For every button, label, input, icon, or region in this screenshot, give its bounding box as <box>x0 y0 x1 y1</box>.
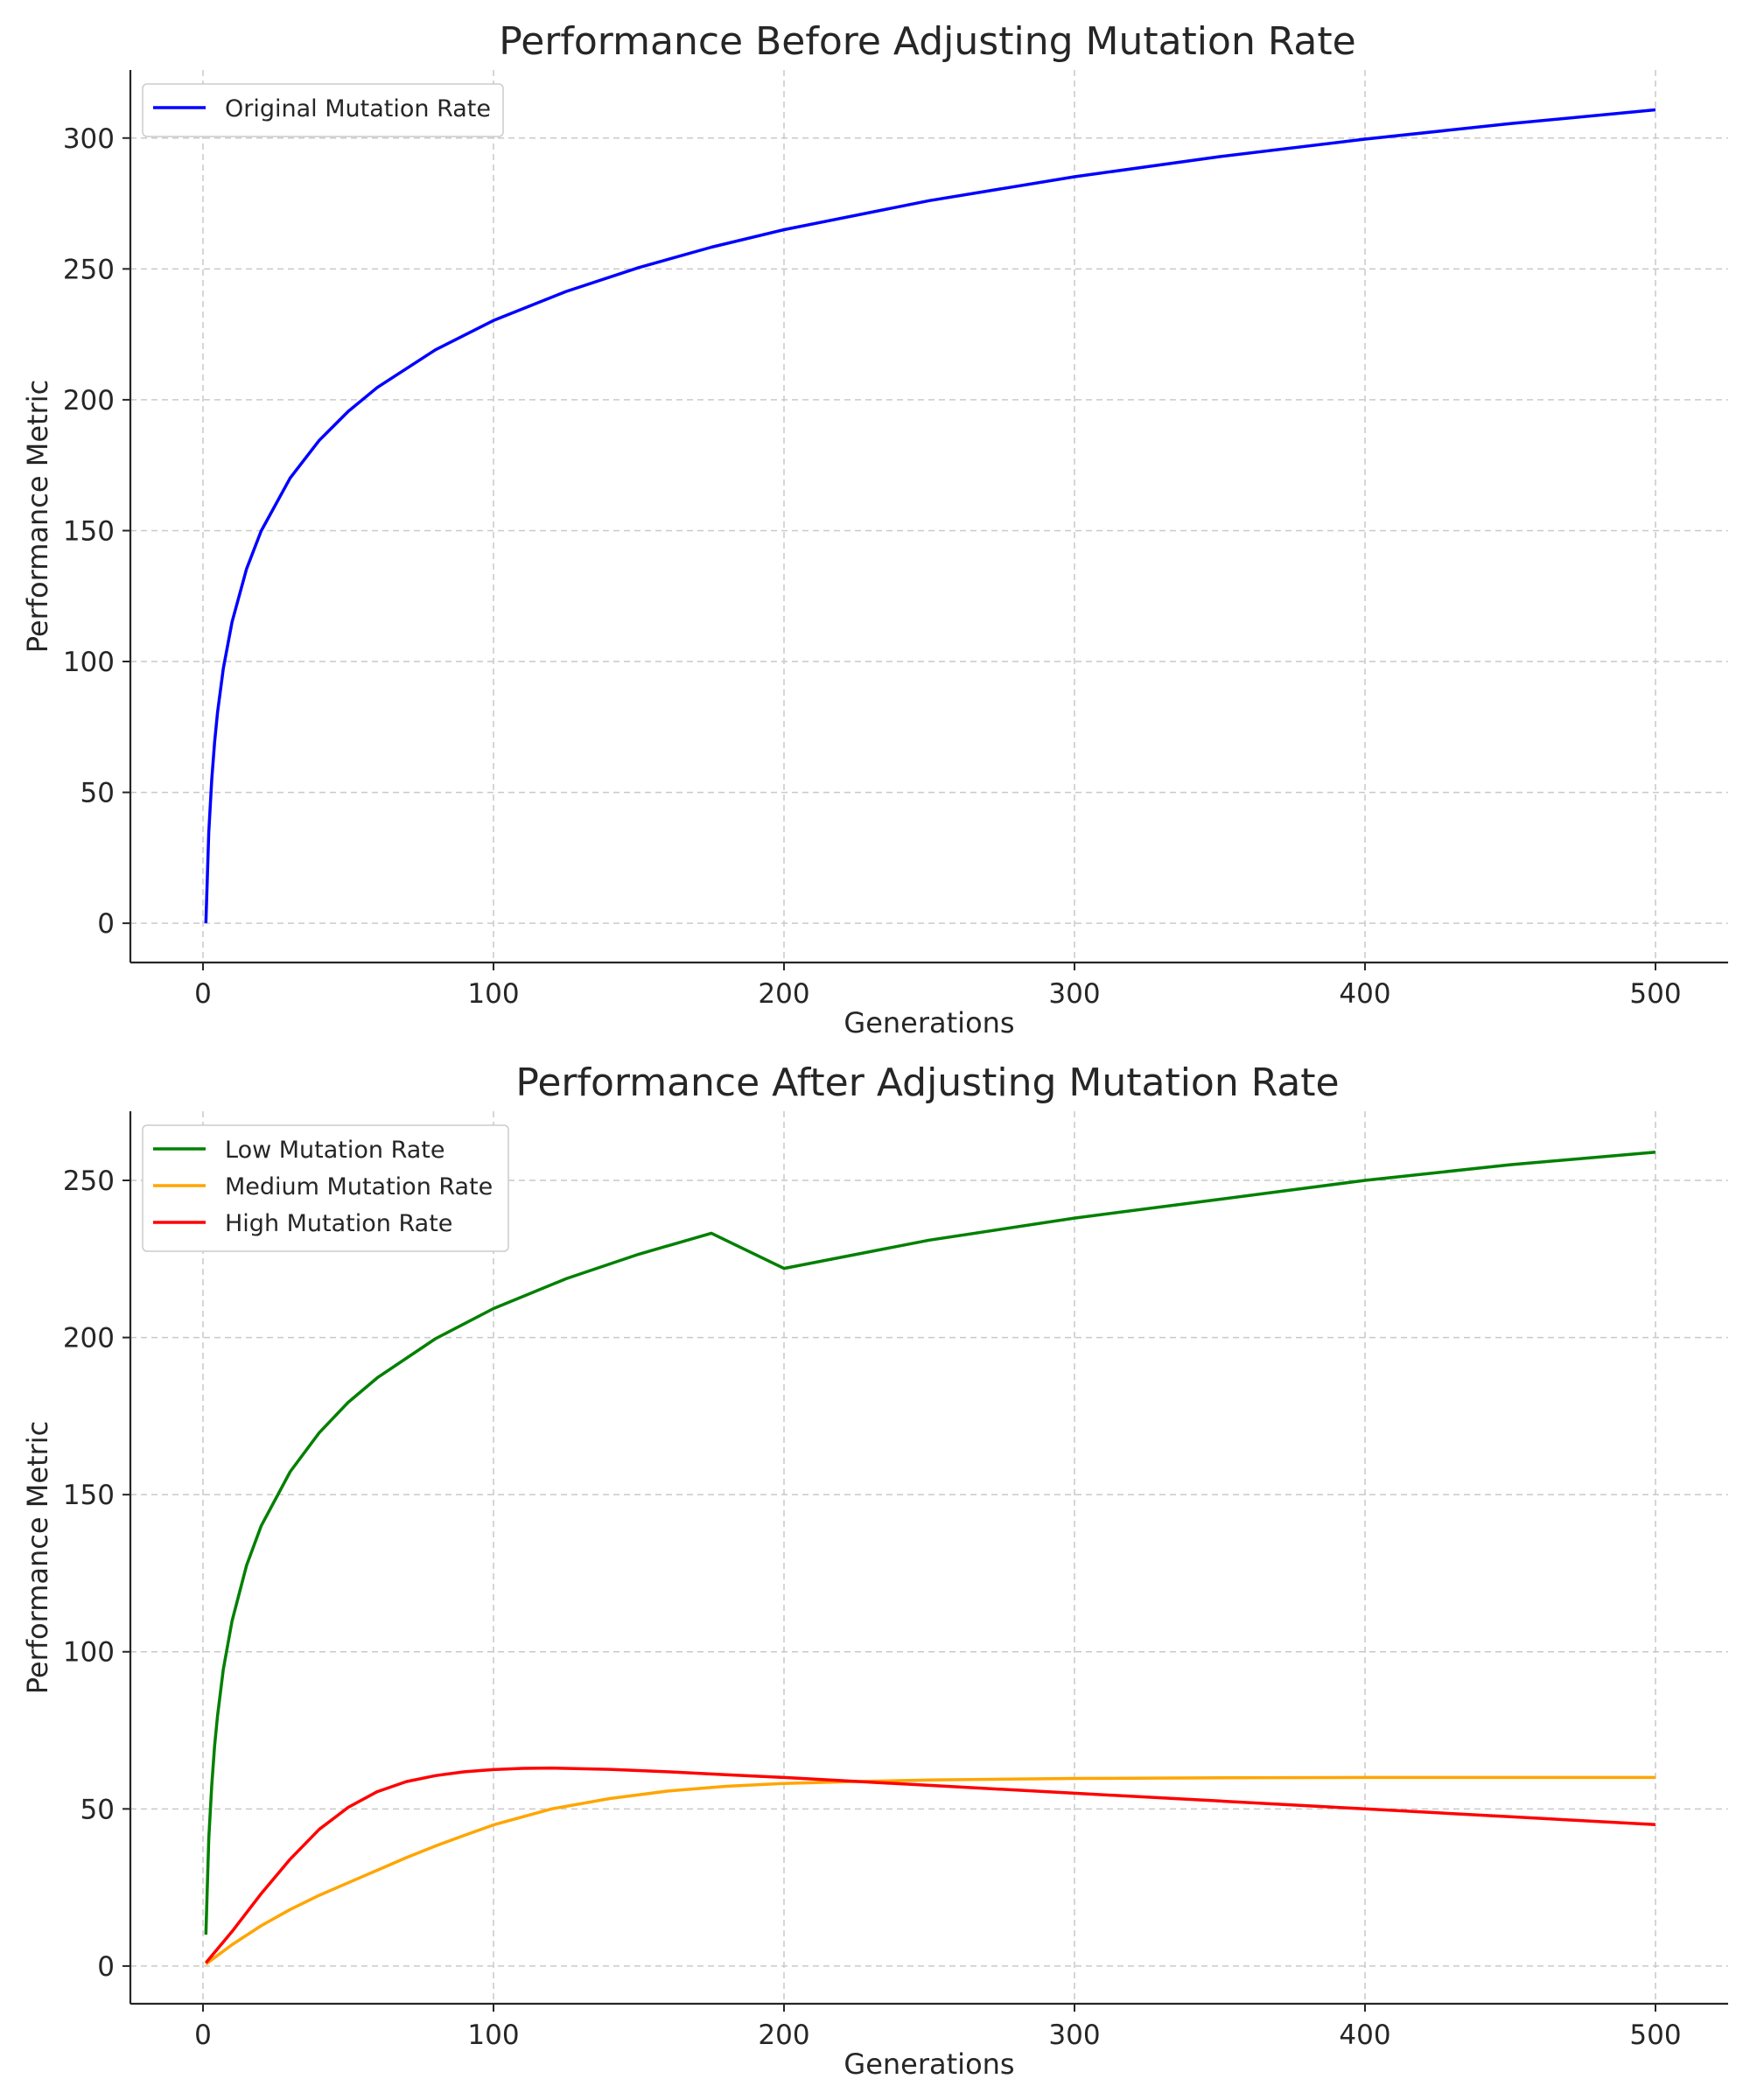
legend: Original Mutation Rate <box>142 83 504 137</box>
y-tick-label: 250 <box>63 1166 115 1197</box>
axis-ticks: 0 100 200 300 400 500 0 50 100 150 200 250 300 <box>63 123 1682 1010</box>
y-tick-label: 150 <box>63 515 115 547</box>
legend-label: Original Mutation Rate <box>225 95 491 122</box>
grid-lines <box>130 70 1728 962</box>
series-line-high-mutation-rate <box>204 1766 1656 1964</box>
axis-ticks: 0 100 200 300 400 500 0 50 100 150 200 250 <box>63 1166 1682 2051</box>
chart-after: 0 100 200 300 400 500 0 50 100 150 200 250 Performa… <box>21 1060 1728 2081</box>
chart-title: Performance Before Adjusting Mutation Ra… <box>499 19 1355 64</box>
y-axis-label: Performance Metric <box>21 380 54 653</box>
x-tick-label: 0 <box>194 978 212 1010</box>
y-tick-label: 100 <box>63 1637 115 1669</box>
series-line-medium-mutation-rate <box>205 1775 1656 1966</box>
legend-label: Low Mutation Rate <box>225 1137 445 1164</box>
x-tick-label: 400 <box>1339 978 1390 1010</box>
x-tick-label: 300 <box>1048 978 1100 1010</box>
axes-spines <box>129 1111 1728 2006</box>
legend-box <box>142 1124 509 1252</box>
series-lines <box>204 108 1656 924</box>
y-tick-label: 300 <box>63 123 115 155</box>
x-axis-label: Generations <box>844 2048 1014 2081</box>
x-tick-label: 200 <box>758 2020 809 2051</box>
y-tick-label: 50 <box>80 778 115 809</box>
chart-before: 0 100 200 300 400 500 0 50 100 150 200 250 300 Perfo… <box>21 19 1728 1040</box>
series-line-original-mutation-rate <box>204 108 1656 924</box>
x-tick-label: 500 <box>1629 978 1681 1010</box>
x-tick-label: 100 <box>467 2020 519 2051</box>
y-tick-label: 250 <box>63 254 115 285</box>
series-line-low-mutation-rate <box>204 1150 1656 1936</box>
y-tick-label: 0 <box>97 1951 115 1983</box>
legend: Low Mutation Rate Medium Mutation Rate Hig… <box>142 1124 509 1252</box>
y-tick-label: 50 <box>80 1794 115 1825</box>
x-tick-label: 300 <box>1048 2020 1100 2051</box>
series-lines <box>204 1150 1656 1966</box>
y-tick-label: 200 <box>63 385 115 416</box>
y-axis-label: Performance Metric <box>21 1421 54 1694</box>
legend-label: Medium Mutation Rate <box>225 1173 493 1200</box>
legend-label: High Mutation Rate <box>225 1210 452 1237</box>
x-tick-label: 100 <box>467 978 519 1010</box>
chart-title: Performance After Adjusting Mutation Rat… <box>515 1060 1339 1105</box>
grid-lines <box>130 1111 1728 2004</box>
x-tick-label: 400 <box>1339 2020 1390 2051</box>
x-tick-label: 0 <box>194 2020 212 2051</box>
y-tick-label: 200 <box>63 1323 115 1354</box>
x-axis-label: Generations <box>844 1006 1014 1040</box>
legend-box <box>142 83 504 137</box>
x-tick-label: 500 <box>1629 2020 1681 2051</box>
y-tick-label: 0 <box>97 908 115 940</box>
y-tick-label: 150 <box>63 1480 115 1511</box>
x-tick-label: 200 <box>758 978 809 1010</box>
axes-spines <box>129 70 1728 964</box>
y-tick-label: 100 <box>63 647 115 678</box>
